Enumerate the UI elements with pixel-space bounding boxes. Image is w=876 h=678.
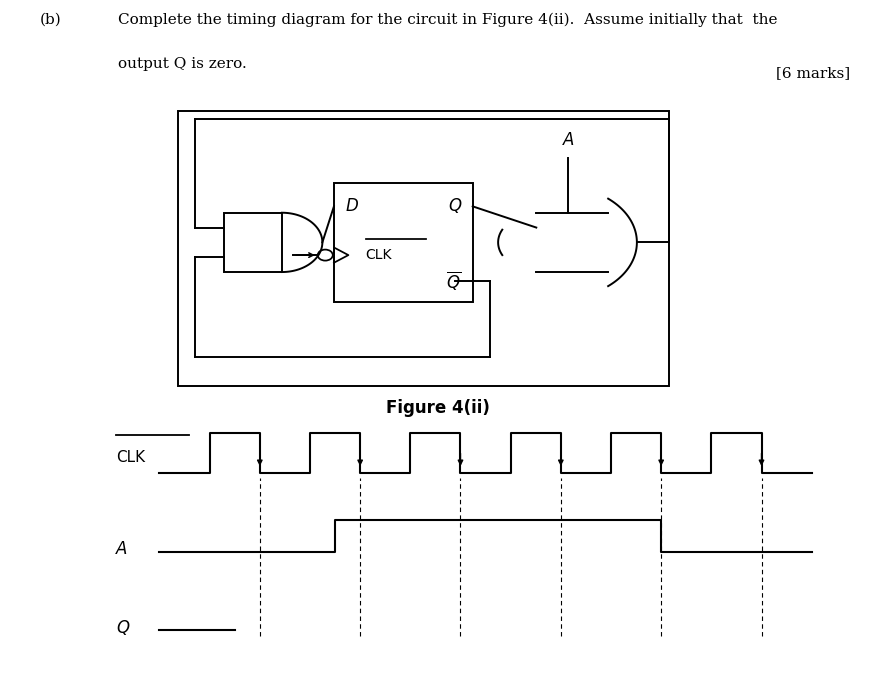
Bar: [178, 111, 669, 386]
Text: D: D: [345, 197, 358, 216]
Bar: [334, 183, 473, 302]
Text: (b): (b): [39, 12, 61, 26]
Text: Q: Q: [448, 197, 461, 216]
Text: output Q is zero.: output Q is zero.: [118, 57, 247, 71]
Text: Figure 4(ii): Figure 4(ii): [386, 399, 490, 417]
Text: Q: Q: [116, 619, 129, 637]
Text: A: A: [562, 131, 574, 149]
Text: CLK: CLK: [116, 450, 145, 465]
Text: [6 marks]: [6 marks]: [775, 66, 850, 80]
Text: Complete the timing diagram for the circuit in Figure 4(ii).  Assume initially t: Complete the timing diagram for the circ…: [118, 12, 778, 26]
Text: CLK: CLK: [366, 248, 392, 262]
Text: A: A: [116, 540, 127, 558]
Text: $\overline{Q}$: $\overline{Q}$: [446, 269, 461, 292]
Bar: [224, 213, 282, 272]
